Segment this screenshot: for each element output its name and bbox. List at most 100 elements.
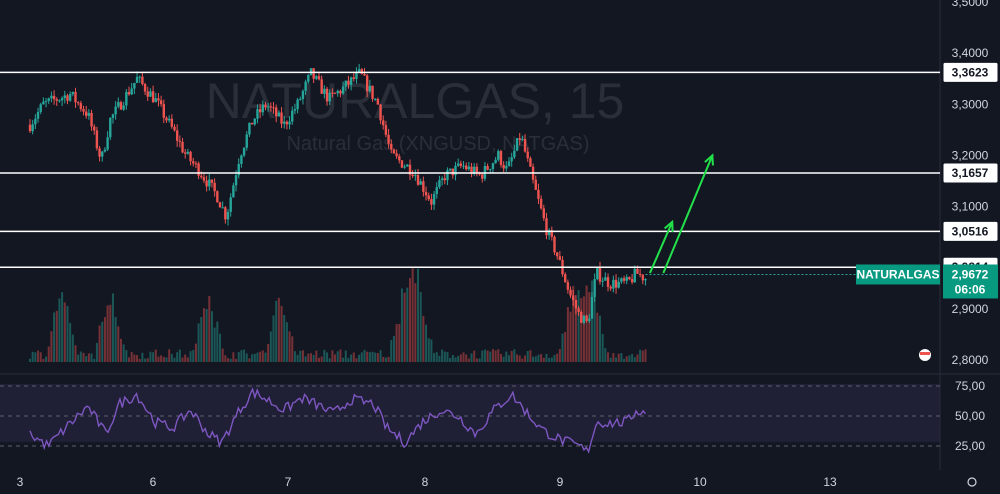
volume-bar — [494, 350, 497, 362]
volume-bar — [336, 351, 339, 362]
volume-bar — [598, 315, 601, 362]
volume-bar — [235, 358, 238, 362]
volume-histogram — [29, 268, 647, 362]
volume-bar — [451, 354, 454, 362]
candle-body — [170, 118, 174, 127]
candle-body — [590, 297, 594, 319]
volume-bar — [601, 333, 604, 362]
volume-bar — [296, 354, 299, 362]
candle-body — [427, 195, 430, 200]
candle-body — [558, 256, 562, 260]
volume-bar — [87, 353, 90, 362]
candle-body — [165, 117, 168, 121]
candle-body — [95, 130, 99, 149]
volume-bar — [111, 293, 114, 362]
volume-bar — [561, 333, 564, 362]
candle-body — [55, 99, 58, 101]
volume-bar — [465, 354, 468, 362]
volume-bar — [532, 356, 535, 362]
volume-bar — [221, 348, 224, 362]
candle-body — [242, 147, 246, 156]
candle-body — [320, 79, 323, 94]
candle-body — [507, 161, 511, 166]
candle-body — [101, 151, 104, 157]
volume-bar — [74, 345, 77, 362]
volume-bar — [47, 346, 50, 362]
candle-body — [192, 161, 195, 164]
candle-body — [628, 277, 631, 280]
candle-body — [167, 118, 171, 121]
candle-body — [534, 179, 537, 190]
candle-body — [184, 152, 187, 154]
symbol-tag: NATURALGAS — [856, 267, 939, 281]
volume-bar — [521, 358, 524, 362]
volume-bar — [90, 353, 93, 362]
candle-body — [598, 267, 602, 282]
volume-bar — [334, 354, 337, 362]
volume-bar — [384, 357, 387, 362]
volume-bar — [558, 349, 561, 362]
candle-body — [162, 104, 165, 118]
candle-body — [213, 182, 216, 192]
volume-bar — [350, 354, 353, 362]
candle-body — [157, 98, 160, 101]
volume-bar — [590, 280, 593, 362]
candle-body — [28, 124, 32, 132]
volume-bar — [269, 331, 272, 362]
chart-controls — [919, 349, 977, 487]
volume-bar — [224, 355, 227, 362]
volume-bar — [607, 352, 610, 362]
candle-body — [114, 106, 117, 115]
candle-body — [352, 77, 355, 79]
volume-bar — [320, 356, 323, 362]
candle-body — [537, 189, 540, 199]
trend-arrows[interactable] — [649, 153, 714, 274]
candle-body — [443, 178, 446, 181]
candle-body — [523, 138, 527, 152]
candle-body — [237, 163, 240, 176]
candle-body — [117, 102, 120, 107]
candle-body — [580, 312, 583, 323]
candle-body — [494, 159, 497, 164]
volume-bar — [368, 352, 371, 362]
candle-body — [74, 91, 77, 103]
volume-bar — [39, 352, 42, 362]
time-axis[interactable]: 3 6 7 8 9 10 13 — [17, 475, 837, 489]
volume-bar — [109, 304, 112, 362]
volume-bar — [505, 351, 508, 362]
volume-bar — [245, 353, 248, 362]
candle-body — [301, 90, 305, 99]
candle-body — [181, 141, 184, 153]
price-axis[interactable]: 3,5000 3,4000 3,3000 3,2000 3,1000 2,9000 2,80… — [952, 0, 989, 453]
candle-body — [470, 166, 473, 174]
candle-body — [614, 279, 618, 288]
volume-bar — [534, 356, 537, 362]
candle-body — [641, 274, 645, 281]
volume-bar — [513, 349, 516, 362]
volume-bar — [178, 349, 181, 362]
candle-body — [36, 111, 40, 119]
volume-bar — [360, 352, 363, 362]
volume-bar — [299, 350, 302, 362]
current-price-label: 2,9672 — [952, 267, 989, 281]
price-tick: 3,5000 — [952, 0, 989, 9]
volume-bar — [612, 353, 615, 362]
candle-body — [315, 76, 318, 79]
candle-body — [79, 103, 83, 110]
candle-body — [491, 163, 495, 170]
candle-body — [39, 104, 42, 112]
volume-bar — [45, 356, 48, 362]
candle-body — [481, 174, 484, 179]
volume-bar — [502, 356, 505, 362]
candle-body — [269, 106, 273, 108]
horizontal-levels[interactable]: 3,36233,16573,05162,9814NATURALGAS2,9672… — [0, 61, 999, 299]
volume-bar — [146, 358, 149, 362]
volume-bar — [61, 292, 64, 362]
volume-bar — [184, 354, 187, 362]
volume-bar — [355, 358, 358, 362]
volume-bar — [499, 354, 502, 362]
candle-body — [622, 278, 626, 281]
candle-body — [486, 165, 489, 170]
candle-body — [400, 160, 404, 168]
